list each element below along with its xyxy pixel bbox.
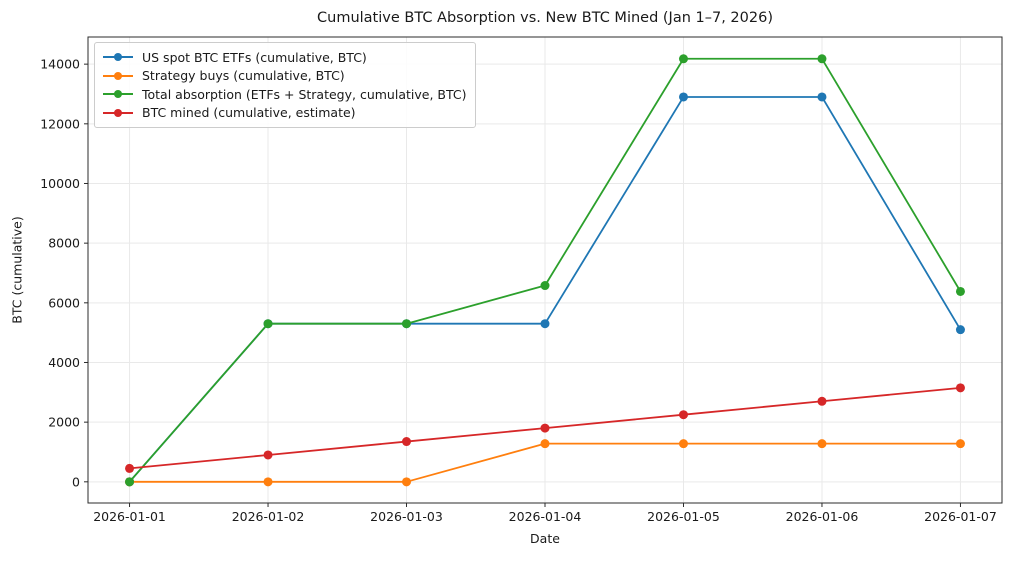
x-tick-label: 2026-01-01 [93, 509, 166, 524]
series-marker-strategy-buys-cumulative-btc [402, 477, 412, 487]
y-tick-label: 4000 [48, 355, 80, 370]
series-marker-total-absorption-etfs-strategy-cumulative-btc [817, 54, 827, 64]
series-marker-btc-mined-cumulative-estimate [402, 437, 412, 447]
legend-label: Total absorption (ETFs + Strategy, cumul… [142, 86, 467, 102]
legend-sample [103, 71, 133, 81]
legend-marker-icon [114, 90, 122, 99]
legend-marker-icon [114, 108, 122, 117]
series-marker-us-spot-btc-etfs-cumulative-btc [817, 92, 827, 102]
y-tick-label: 2000 [48, 415, 80, 430]
series-marker-btc-mined-cumulative-estimate [263, 450, 273, 460]
legend-item-btc-mined-cumulative-estimate: BTC mined (cumulative, estimate) [103, 104, 466, 123]
series-marker-strategy-buys-cumulative-btc [263, 477, 273, 487]
y-tick-label: 8000 [48, 236, 80, 251]
legend-marker-icon [114, 53, 122, 62]
legend-label: US spot BTC ETFs (cumulative, BTC) [142, 49, 367, 65]
x-tick-label: 2026-01-05 [647, 509, 720, 524]
series-marker-us-spot-btc-etfs-cumulative-btc [678, 92, 688, 102]
x-tick-label: 2026-01-02 [232, 509, 305, 524]
legend-item-strategy-buys-cumulative-btc: Strategy buys (cumulative, BTC) [103, 67, 466, 86]
series-marker-us-spot-btc-etfs-cumulative-btc [540, 319, 550, 329]
series-marker-total-absorption-etfs-strategy-cumulative-btc [678, 54, 688, 64]
legend-label: BTC mined (cumulative, estimate) [142, 105, 356, 121]
series-marker-total-absorption-etfs-strategy-cumulative-btc [263, 319, 273, 329]
series-marker-strategy-buys-cumulative-btc [955, 439, 965, 449]
legend-item-us-spot-btc-etfs-cumulative-btc: US spot BTC ETFs (cumulative, BTC) [103, 48, 466, 67]
series-marker-strategy-buys-cumulative-btc [678, 439, 688, 449]
x-tick-label: 2026-01-04 [509, 509, 582, 524]
series-marker-total-absorption-etfs-strategy-cumulative-btc [402, 319, 412, 329]
series-marker-strategy-buys-cumulative-btc [540, 439, 550, 449]
y-tick-label: 10000 [40, 176, 80, 191]
series-marker-btc-mined-cumulative-estimate [540, 423, 550, 433]
x-tick-label: 2026-01-06 [786, 509, 859, 524]
legend: US spot BTC ETFs (cumulative, BTC) Strate… [94, 42, 477, 128]
series-marker-us-spot-btc-etfs-cumulative-btc [955, 325, 965, 335]
x-tick-label: 2026-01-03 [370, 509, 443, 524]
series-marker-btc-mined-cumulative-estimate [678, 410, 688, 420]
y-tick-label: 14000 [40, 57, 80, 72]
x-tick-label: 2026-01-07 [924, 509, 997, 524]
y-tick-label: 6000 [48, 295, 80, 310]
chart-title: Cumulative BTC Absorption vs. New BTC Mi… [317, 10, 773, 26]
series-marker-btc-mined-cumulative-estimate [955, 383, 965, 393]
series-marker-total-absorption-etfs-strategy-cumulative-btc [955, 286, 965, 296]
legend-sample [103, 89, 133, 99]
x-axis-label: Date [530, 531, 560, 546]
series-marker-btc-mined-cumulative-estimate [125, 463, 135, 473]
legend-label: Strategy buys (cumulative, BTC) [142, 68, 345, 84]
series-marker-total-absorption-etfs-strategy-cumulative-btc [125, 477, 135, 487]
legend-sample [103, 108, 133, 118]
series-marker-btc-mined-cumulative-estimate [817, 396, 827, 406]
series-marker-total-absorption-etfs-strategy-cumulative-btc [540, 281, 550, 291]
legend-item-total-absorption-etfs-strategy-cumulative-btc: Total absorption (ETFs + Strategy, cumul… [103, 85, 466, 104]
y-tick-label: 12000 [40, 116, 80, 131]
series-marker-strategy-buys-cumulative-btc [817, 439, 827, 449]
legend-marker-icon [114, 71, 122, 80]
y-tick-label: 0 [72, 474, 80, 489]
legend-sample [103, 52, 133, 62]
